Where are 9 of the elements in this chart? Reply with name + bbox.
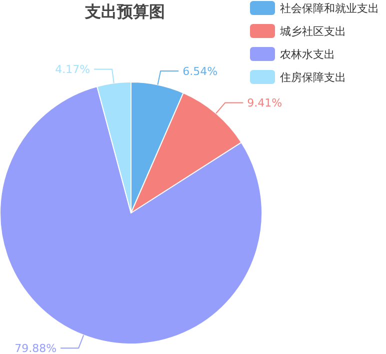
chart-title: 支出预算图 <box>84 2 165 21</box>
data-label: 9.41% <box>247 96 282 110</box>
legend-label: 社会保障和就业支出 <box>280 2 379 15</box>
data-label: 6.54% <box>182 65 218 78</box>
legend-label: 住房保障支出 <box>280 71 346 84</box>
legend-label: 城乡社区支出 <box>279 25 346 38</box>
data-label: 79.88% <box>14 342 57 354</box>
data-label: 4.17% <box>55 63 90 76</box>
legend-label: 农林水支出 <box>280 48 335 61</box>
